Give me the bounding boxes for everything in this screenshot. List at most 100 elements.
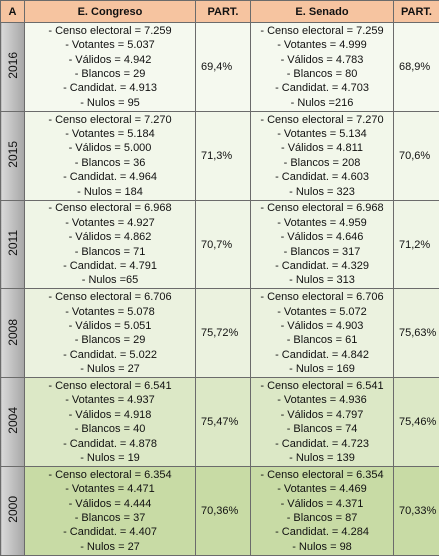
stat-line: - Candidat. = 4.723: [275, 437, 369, 450]
stat-line: - Válidos = 4.942: [68, 53, 152, 66]
participation-cell: 71,2%: [393, 199, 439, 290]
senado-cell: - Censo electoral = 6.541 - Votantes = 4.…: [250, 377, 394, 468]
stat-line: - Blancos = 317: [283, 245, 361, 258]
congreso-cell: - Censo electoral = 6.706- Votantes = 5.…: [24, 288, 196, 379]
congreso-cell: - Censo electoral = 7.259 - Votantes = 5.…: [24, 22, 196, 112]
year-row: 2015- Censo electoral = 7.270- Votantes …: [0, 110, 439, 201]
year-cell: 2016: [0, 22, 25, 112]
participation-cell: 75,72%: [195, 288, 251, 379]
participation-cell: 69,4%: [195, 22, 251, 112]
senado-cell: - Censo electoral = 6.968- Votantes = 4.…: [250, 199, 394, 290]
stat-line: - Válidos = 5.051: [68, 319, 152, 332]
stat-line: - Nulos = 184: [77, 185, 143, 198]
year-label: 2000: [5, 496, 20, 523]
stat-line: - Votantes = 4.937: [65, 394, 155, 407]
stat-line: - Votantes = 4.471: [65, 483, 155, 496]
stat-line: - Candidat. = 4.913: [63, 82, 157, 95]
year-row: 2004 - Censo electoral = 6.541 - Votantes …: [0, 377, 439, 468]
year-label: 2008: [5, 318, 20, 346]
stat-line: - Votantes = 5.078: [65, 305, 155, 318]
stat-line: - Blancos = 80: [286, 67, 358, 80]
stat-line: - Blancos = 36: [74, 156, 146, 169]
stat-line: - Nulos = 27: [80, 363, 140, 376]
stat-line: - Votantes = 5.037: [65, 39, 155, 52]
stat-line: - Censo electoral = 7.270: [48, 113, 172, 126]
senado-cell: - Censo electoral = 6.354 - Votantes = 4.…: [250, 466, 394, 556]
year-row: 2000 - Censo electoral = 6.354 - Votantes …: [0, 466, 439, 556]
participation-cell: 70,6%: [393, 110, 439, 201]
stat-line: - Nulos = 139: [289, 452, 355, 465]
stat-line: - Candidat. = 5.022: [63, 348, 157, 361]
stat-line: - Candidat. = 4.842: [275, 348, 369, 361]
stat-line: - Blancos = 29: [74, 67, 146, 80]
stat-line: - Válidos = 5.000: [68, 142, 152, 155]
stat-line: - Blancos = 40: [74, 423, 146, 436]
year-label: 2015: [5, 140, 20, 168]
stat-line: - Votantes = 5.134: [277, 127, 367, 140]
header-cell: PART.: [393, 0, 439, 23]
participation-cell: 70,36%: [195, 466, 251, 556]
stat-line: - Candidat. = 4.791: [63, 259, 157, 272]
stat-line: - Blancos = 74: [286, 423, 358, 436]
year-cell: 2015: [0, 110, 25, 201]
header-cell: E. Senado: [250, 0, 394, 23]
stat-line: - Válidos = 4.783: [280, 53, 364, 66]
stat-line: - Candidat. = 4.964: [63, 171, 157, 184]
stat-line: - Votantes = 4.936: [277, 394, 367, 407]
stat-line: - Votantes = 4.959: [277, 216, 367, 229]
congreso-cell: - Censo electoral = 6.354 - Votantes = 4.…: [24, 466, 196, 556]
stat-line: - Nulos =65: [81, 274, 139, 287]
year-row: 2011- Censo electoral = 6.968- Votantes …: [0, 199, 439, 290]
participation-cell: 75,47%: [195, 377, 251, 468]
stat-line: - Blancos = 37: [74, 512, 146, 525]
year-row: 2008- Censo electoral = 6.706- Votantes …: [0, 288, 439, 379]
year-cell: 2004: [0, 377, 25, 468]
year-label: 2004: [5, 407, 20, 435]
stat-line: - Nulos =216: [290, 96, 354, 109]
header-cell: PART.: [195, 0, 251, 23]
stat-line: - Blancos = 208: [283, 156, 361, 169]
stat-line: - Censo electoral = 7.270: [260, 113, 384, 126]
stat-line: - Válidos = 4.903: [280, 319, 364, 332]
participation-cell: 70,33%: [393, 466, 439, 556]
congreso-cell: - Censo electoral = 7.270- Votantes = 5.…: [24, 110, 196, 201]
stat-line: - Nulos = 313: [289, 274, 355, 287]
stat-line: - Votantes = 5.072: [277, 305, 367, 318]
stat-line: - Blancos = 71: [74, 245, 146, 258]
participation-cell: 68,9%: [393, 22, 439, 112]
stat-line: - Censo electoral = 7.259: [260, 24, 384, 37]
year-label: 2011: [5, 230, 20, 256]
senado-cell: - Censo electoral = 7.270- Votantes = 5.…: [250, 110, 394, 201]
stat-line: - Candidat. = 4.329: [275, 259, 369, 272]
stat-line: - Censo electoral = 6.706: [48, 291, 172, 304]
participation-cell: 75,46%: [393, 377, 439, 468]
stat-line: - Censo electoral = 6.968: [48, 202, 172, 215]
stat-line: - Censo electoral = 6.541: [260, 380, 384, 392]
stat-line: - Blancos = 87: [286, 512, 358, 525]
stat-line: - Nulos = 323: [289, 185, 355, 198]
stat-line: - Votantes = 4.927: [65, 216, 155, 229]
stat-line: - Válidos = 4.371: [280, 497, 364, 510]
congreso-cell: - Censo electoral = 6.968- Votantes = 4.…: [24, 199, 196, 290]
stat-line: - Nulos = 95: [80, 96, 140, 109]
year-cell: 2000: [0, 466, 25, 556]
stat-line: - Censo electoral = 6.354: [48, 468, 172, 481]
stat-line: - Censo electoral = 6.541: [48, 380, 172, 392]
year-cell: 2008: [0, 288, 25, 379]
header-cell: E. Congreso: [24, 0, 196, 23]
stat-line: - Válidos = 4.918: [68, 408, 152, 421]
stat-line: - Candidat. = 4.603: [275, 171, 369, 184]
congreso-cell: - Censo electoral = 6.541 - Votantes = 4.…: [24, 377, 196, 468]
stat-line: - Candidat. = 4.284: [275, 526, 369, 539]
stat-line: - Válidos = 4.811: [280, 142, 364, 155]
stat-line: - Blancos = 61: [286, 334, 358, 347]
header-row: A E. Congreso PART. E. Senado PART.: [0, 0, 439, 23]
stat-line: - Válidos = 4.797: [280, 408, 364, 421]
stat-line: - Blancos = 29: [74, 334, 146, 347]
stat-line: - Válidos = 4.862: [68, 231, 152, 244]
senado-cell: - Censo electoral = 6.706- Votantes = 5.…: [250, 288, 394, 379]
stat-line: - Votantes = 5.184: [65, 127, 155, 140]
stat-line: - Nulos = 27: [80, 540, 140, 553]
participation-cell: 71,3%: [195, 110, 251, 201]
